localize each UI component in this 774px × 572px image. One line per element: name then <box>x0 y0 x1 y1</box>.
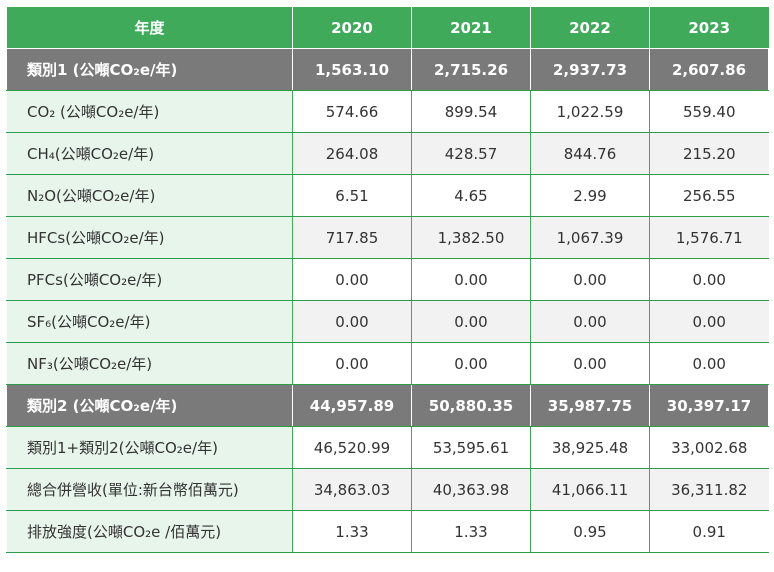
row-value-2023: 30,397.17 <box>649 384 769 427</box>
table-row: HFCs(公噸CO₂e/年) 717.85 1,382.50 1,067.39 1,57… <box>6 216 769 259</box>
row-label: 排放強度(公噸CO₂e /佰萬元) <box>6 510 293 553</box>
row-value-2021: 4.65 <box>411 174 531 217</box>
row-value-2022: 0.00 <box>530 300 650 343</box>
table-row: 總合併營收(單位:新台幣佰萬元) 34,863.03 40,363.98 41,066… <box>6 468 769 511</box>
emissions-table: 年度 2020 2021 2022 2023 類別1 (公噸CO₂e/年) 1,5… <box>6 6 769 553</box>
row-value-2023: 559.40 <box>649 90 769 133</box>
table-row: CH₄(公噸CO₂e/年) 264.08 428.57 844.76 215.20 <box>6 132 769 175</box>
row-label: SF₆(公噸CO₂e/年) <box>6 300 293 343</box>
row-value-2020: 0.00 <box>292 258 412 301</box>
row-label: 類別2 (公噸CO₂e/年) <box>6 384 293 427</box>
row-value-2023: 0.00 <box>649 300 769 343</box>
row-value-2023: 2,607.86 <box>649 48 769 91</box>
row-value-2021: 0.00 <box>411 342 531 385</box>
row-value-2021: 0.00 <box>411 300 531 343</box>
row-value-2022: 38,925.48 <box>530 426 650 469</box>
category-row: 類別2 (公噸CO₂e/年) 44,957.89 50,880.35 35,987.7… <box>6 384 769 427</box>
row-value-2021: 53,595.61 <box>411 426 531 469</box>
row-value-2023: 1,576.71 <box>649 216 769 259</box>
row-label: HFCs(公噸CO₂e/年) <box>6 216 293 259</box>
row-value-2020: 6.51 <box>292 174 412 217</box>
table-row: PFCs(公噸CO₂e/年) 0.00 0.00 0.00 0.00 <box>6 258 769 301</box>
row-label: CO₂ (公噸CO₂e/年) <box>6 90 293 133</box>
header-year-label: 年度 <box>6 6 293 49</box>
row-value-2023: 215.20 <box>649 132 769 175</box>
table-row: N₂O(公噸CO₂e/年) 6.51 4.65 2.99 256.55 <box>6 174 769 217</box>
row-value-2021: 40,363.98 <box>411 468 531 511</box>
table-row: 排放強度(公噸CO₂e /佰萬元) 1.33 1.33 0.95 0.91 <box>6 510 769 553</box>
row-value-2020: 717.85 <box>292 216 412 259</box>
row-value-2021: 428.57 <box>411 132 531 175</box>
header-year-2023: 2023 <box>649 6 769 49</box>
row-value-2022: 2,937.73 <box>530 48 650 91</box>
row-value-2020: 1.33 <box>292 510 412 553</box>
row-value-2021: 1,382.50 <box>411 216 531 259</box>
header-year-2020: 2020 <box>292 6 412 49</box>
row-value-2022: 41,066.11 <box>530 468 650 511</box>
row-value-2020: 46,520.99 <box>292 426 412 469</box>
row-value-2021: 1.33 <box>411 510 531 553</box>
row-label: CH₄(公噸CO₂e/年) <box>6 132 293 175</box>
table-row: CO₂ (公噸CO₂e/年) 574.66 899.54 1,022.59 559.40 <box>6 90 769 133</box>
row-value-2022: 2.99 <box>530 174 650 217</box>
table-header: 年度 2020 2021 2022 2023 <box>6 6 769 49</box>
row-value-2022: 0.95 <box>530 510 650 553</box>
table-row: 類別1+類別2(公噸CO₂e/年) 46,520.99 53,595.61 38,92… <box>6 426 769 469</box>
category-row: 類別1 (公噸CO₂e/年) 1,563.10 2,715.26 2,937.73 2,… <box>6 48 769 91</box>
row-value-2020: 264.08 <box>292 132 412 175</box>
row-value-2023: 33,002.68 <box>649 426 769 469</box>
table-row: NF₃(公噸CO₂e/年) 0.00 0.00 0.00 0.00 <box>6 342 769 385</box>
row-value-2022: 0.00 <box>530 342 650 385</box>
row-label: 類別1 (公噸CO₂e/年) <box>6 48 293 91</box>
row-value-2023: 0.00 <box>649 258 769 301</box>
row-value-2022: 844.76 <box>530 132 650 175</box>
table-row: SF₆(公噸CO₂e/年) 0.00 0.00 0.00 0.00 <box>6 300 769 343</box>
row-value-2020: 44,957.89 <box>292 384 412 427</box>
row-value-2020: 1,563.10 <box>292 48 412 91</box>
row-label: 類別1+類別2(公噸CO₂e/年) <box>6 426 293 469</box>
header-row: 年度 2020 2021 2022 2023 <box>6 6 769 49</box>
row-value-2021: 0.00 <box>411 258 531 301</box>
row-value-2020: 0.00 <box>292 342 412 385</box>
row-label: 總合併營收(單位:新台幣佰萬元) <box>6 468 293 511</box>
row-value-2021: 50,880.35 <box>411 384 531 427</box>
header-year-2021: 2021 <box>411 6 531 49</box>
row-value-2020: 574.66 <box>292 90 412 133</box>
emissions-table-container: 年度 2020 2021 2022 2023 類別1 (公噸CO₂e/年) 1,5… <box>6 6 769 553</box>
row-value-2022: 35,987.75 <box>530 384 650 427</box>
row-value-2023: 0.91 <box>649 510 769 553</box>
row-value-2022: 1,022.59 <box>530 90 650 133</box>
header-year-2022: 2022 <box>530 6 650 49</box>
row-value-2021: 899.54 <box>411 90 531 133</box>
row-label: N₂O(公噸CO₂e/年) <box>6 174 293 217</box>
row-value-2022: 0.00 <box>530 258 650 301</box>
row-label: NF₃(公噸CO₂e/年) <box>6 342 293 385</box>
row-value-2023: 256.55 <box>649 174 769 217</box>
row-value-2021: 2,715.26 <box>411 48 531 91</box>
row-value-2020: 0.00 <box>292 300 412 343</box>
row-value-2023: 36,311.82 <box>649 468 769 511</box>
table-body: 類別1 (公噸CO₂e/年) 1,563.10 2,715.26 2,937.73 2,… <box>6 48 769 553</box>
row-value-2022: 1,067.39 <box>530 216 650 259</box>
row-value-2023: 0.00 <box>649 342 769 385</box>
row-value-2020: 34,863.03 <box>292 468 412 511</box>
row-label: PFCs(公噸CO₂e/年) <box>6 258 293 301</box>
